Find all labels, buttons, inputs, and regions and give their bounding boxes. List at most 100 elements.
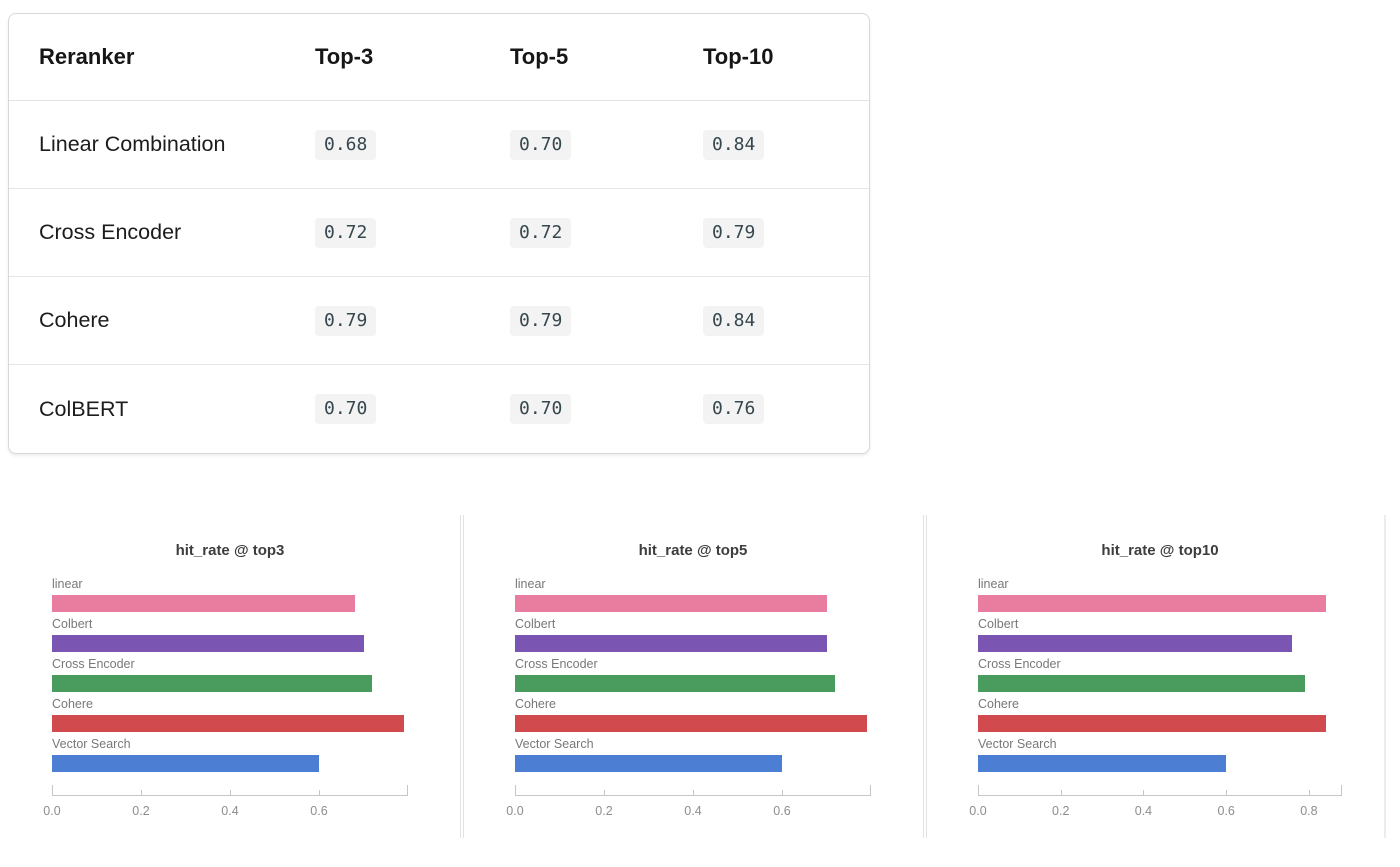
bar-label: linear (52, 577, 83, 591)
table-header-row: Reranker Top-3 Top-5 Top-10 (9, 14, 869, 101)
bar-group: Colbert (52, 617, 408, 657)
bar-cross-encoder (978, 675, 1305, 692)
bar-label: linear (515, 577, 546, 591)
axis-tick-label: 0.4 (684, 804, 702, 818)
axis-endcap (407, 785, 408, 796)
bar-label: linear (978, 577, 1009, 591)
reranker-name: Cohere (39, 308, 110, 332)
bar-group: Vector Search (52, 737, 408, 777)
panel-divider (1384, 515, 1386, 838)
bar-label: Colbert (978, 617, 1019, 631)
bar-label: Cross Encoder (978, 657, 1061, 671)
chart-title: hit_rate @ top3 (175, 542, 285, 559)
x-axis: 0.0 0.2 0.4 0.6 (43, 785, 408, 835)
bar-label: Vector Search (52, 737, 131, 751)
chart-title: hit_rate @ top10 (1101, 542, 1219, 559)
bar-chart-hit-rate-top5: hit_rate @ top5 linear Colbert Cross Encod… (463, 515, 923, 838)
metric-value: 0.70 (510, 394, 572, 424)
column-header-top5: Top-5 (510, 44, 569, 69)
axis-tick-label: 0.2 (595, 804, 613, 818)
table-row: Linear Combination 0.68 0.70 0.84 (9, 101, 869, 189)
bar-label: Cross Encoder (52, 657, 135, 671)
axis-tick (782, 790, 783, 796)
axis-tick (1143, 790, 1145, 796)
bar-group: Cohere (978, 697, 1342, 737)
bar-group: linear (978, 577, 1342, 617)
plot-area: linear Colbert Cross Encoder Cohere Vector S… (515, 577, 871, 777)
bar-cross-encoder (515, 675, 836, 692)
bar-label: Colbert (52, 617, 93, 631)
bar-label: Cohere (515, 697, 556, 711)
bar-group: Cross Encoder (978, 657, 1342, 697)
axis-endcap (1341, 785, 1342, 796)
axis-tick-label: 0.6 (310, 804, 328, 818)
axis-tick-label: 0.0 (969, 804, 987, 818)
bar-chart-hit-rate-top10: hit_rate @ top10 linear Colbert Cross Enco… (926, 515, 1386, 838)
bar-group: Colbert (515, 617, 871, 657)
axis-tick-label: 0.0 (506, 804, 524, 818)
bar-chart-hit-rate-top3: hit_rate @ top3 linear Colbert Cross Encod… (0, 515, 460, 838)
axis-tick (230, 790, 231, 796)
bar-group: Cross Encoder (515, 657, 871, 697)
bar-group: Vector Search (978, 737, 1342, 777)
axis-tick (141, 790, 142, 796)
bar-group: linear (515, 577, 871, 617)
metric-value: 0.72 (510, 217, 572, 248)
table-row: Cross Encoder 0.72 0.72 0.79 (9, 189, 869, 277)
axis-endcap (978, 785, 979, 796)
plot-area: linear Colbert Cross Encoder Cohere Vector S… (978, 577, 1342, 777)
bar-label: Vector Search (515, 737, 594, 751)
column-header-top10: Top-10 (703, 44, 774, 69)
reranker-name: Linear Combination (39, 132, 226, 156)
axis-tick-label: 0.8 (1300, 804, 1318, 818)
chart-title: hit_rate @ top5 (638, 542, 748, 559)
bar-label: Cohere (52, 697, 93, 711)
bar-vector-search (515, 755, 782, 772)
axis-tick-label: 0.4 (221, 804, 239, 818)
column-header-reranker: Reranker (39, 44, 135, 69)
bar-cohere (515, 715, 867, 732)
axis-tick (604, 790, 605, 796)
bar-vector-search (52, 755, 319, 772)
axis-tick (1060, 790, 1062, 796)
bar-group: linear (52, 577, 408, 617)
bar-group: Colbert (978, 617, 1342, 657)
bar-group: Cross Encoder (52, 657, 408, 697)
bar-group: Vector Search (515, 737, 871, 777)
bar-linear (515, 595, 827, 612)
axis-tick (319, 790, 320, 796)
bar-cohere (978, 715, 1326, 732)
panel-divider (460, 515, 464, 838)
bar-colbert (515, 635, 827, 652)
axis-endcap (515, 785, 516, 796)
bar-label: Cohere (978, 697, 1019, 711)
axis-tick-label: 0.2 (1052, 804, 1070, 818)
table-row: Cohere 0.79 0.79 0.84 (9, 277, 869, 365)
axis-tick (1308, 790, 1310, 796)
metric-value: 0.76 (703, 394, 765, 424)
metric-value: 0.70 (510, 129, 572, 160)
axis-tick-label: 0.6 (773, 804, 791, 818)
bar-linear (978, 595, 1326, 612)
bar-label: Vector Search (978, 737, 1057, 751)
metric-value: 0.84 (703, 305, 765, 336)
column-header-top3: Top-3 (315, 44, 374, 69)
plot-area: linear Colbert Cross Encoder Cohere Vector S… (52, 577, 408, 777)
panel-divider (923, 515, 927, 838)
bar-cohere (52, 715, 404, 732)
bar-linear (52, 595, 355, 612)
axis-tick-label: 0.0 (43, 804, 61, 818)
reranker-results-table: Reranker Top-3 Top-5 Top-10 Linear Combi… (8, 13, 870, 454)
reranker-name: ColBERT (39, 396, 129, 421)
bar-colbert (978, 635, 1293, 652)
bar-label: Cross Encoder (515, 657, 598, 671)
metric-value: 0.84 (703, 129, 765, 160)
axis-tick-label: 0.2 (132, 804, 150, 818)
metric-value: 0.79 (703, 217, 765, 248)
metric-value: 0.70 (315, 394, 377, 424)
bar-label: Colbert (515, 617, 556, 631)
axis-tick-label: 0.6 (1217, 804, 1235, 818)
metric-value: 0.79 (510, 305, 572, 336)
axis-tick (1226, 790, 1228, 796)
